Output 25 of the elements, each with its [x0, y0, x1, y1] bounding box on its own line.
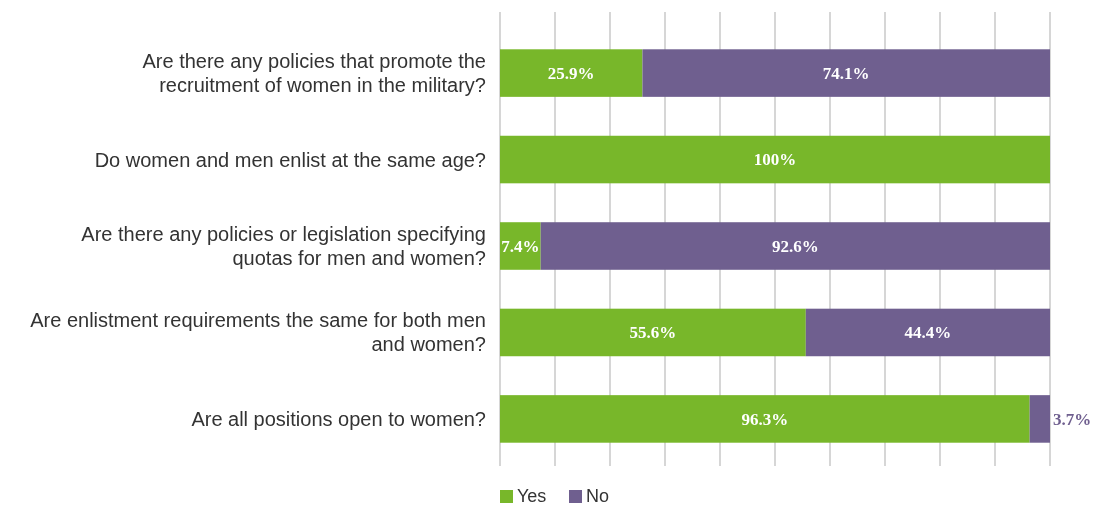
data-label: 3.7% — [1053, 409, 1092, 429]
y-tick-label: Are there any policies that promote the recruitment of women in the military? — [142, 50, 486, 97]
data-label: 96.3% — [741, 409, 789, 429]
bar — [1029, 395, 1050, 443]
legend-label: No — [586, 486, 610, 506]
bar — [500, 222, 541, 270]
data-label: 55.6% — [629, 323, 677, 343]
y-tick-label: Are there any policies or legislation specifying quotas for men and women? — [81, 223, 486, 269]
bar — [500, 395, 1030, 443]
data-label: 92.6% — [771, 236, 819, 256]
bar — [805, 308, 1050, 357]
bar — [540, 222, 1050, 270]
y-tick-label: Are all positions open to women? — [191, 407, 486, 430]
bar — [500, 49, 643, 97]
data-label: 7.4% — [501, 236, 540, 256]
data-label: 100% — [753, 150, 797, 170]
bar — [500, 135, 1050, 184]
data-label: 74.1% — [822, 64, 870, 84]
y-tick-label: Are enlistment requirements the same for both men and women? — [30, 309, 486, 356]
y-tick-label: Do women and men enlist at the same age? — [94, 148, 486, 171]
legend-label: Yes — [517, 486, 547, 506]
bar — [500, 308, 806, 357]
bar — [642, 49, 1050, 97]
data-label: 44.4% — [904, 323, 952, 343]
data-label: 25.9% — [547, 64, 595, 84]
